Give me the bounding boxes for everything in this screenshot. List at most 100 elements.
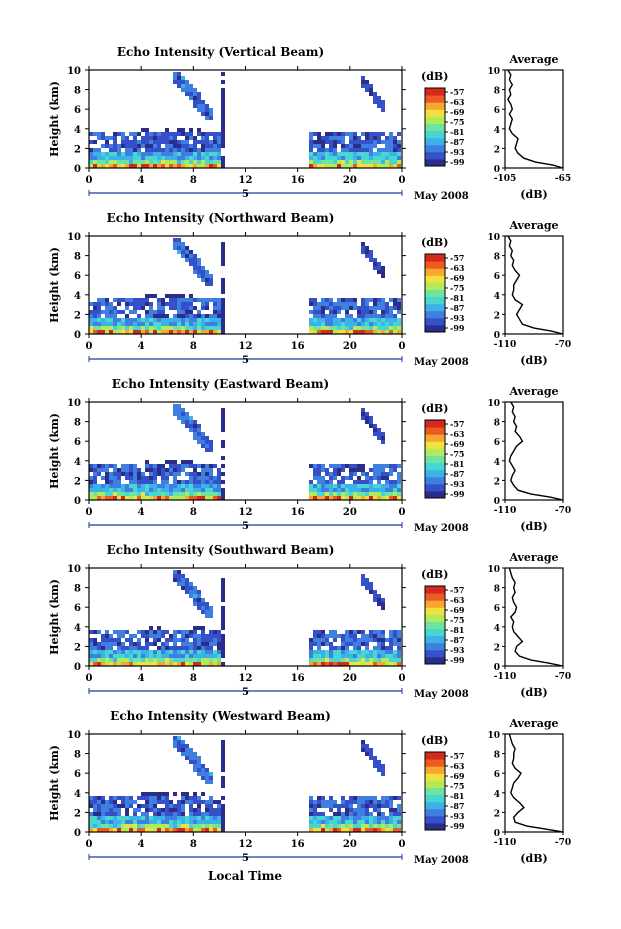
heatmap-cell	[149, 160, 153, 164]
heatmap-cell	[325, 816, 329, 820]
heatmap-cell	[345, 156, 349, 160]
y-tick-label: 0	[74, 828, 81, 839]
heatmap-cell	[137, 330, 141, 334]
heatmap-cell	[373, 96, 377, 100]
heatmap-cell	[313, 630, 317, 634]
colorbar-tick-label: -57	[450, 253, 464, 263]
heatmap-cell	[193, 496, 197, 500]
heatmap-cell	[349, 306, 353, 310]
heatmap-cell	[133, 634, 137, 638]
heatmap-cell	[117, 488, 121, 492]
heatmap-cell	[193, 306, 197, 310]
heatmap-cell	[157, 638, 161, 642]
heatmap-cell	[157, 306, 161, 310]
heatmap-cell	[393, 828, 397, 832]
profile-y-tick-label: 4	[494, 790, 500, 800]
heatmap-cell	[121, 658, 125, 662]
heatmap-cell	[317, 472, 321, 476]
heatmap-cell	[185, 250, 189, 254]
heatmap-cell	[201, 436, 205, 440]
heatmap-cell	[141, 654, 145, 658]
heatmap-cell	[341, 812, 345, 816]
heatmap-cell	[393, 314, 397, 318]
colorbar-segment	[425, 614, 445, 622]
heatmap-cell	[189, 250, 193, 254]
heatmap-cell	[161, 318, 165, 322]
heatmap-cell	[197, 654, 201, 658]
heatmap-cell	[97, 650, 101, 654]
colorbar-segment	[425, 130, 445, 139]
heatmap-cell	[97, 164, 101, 168]
heatmap-cell	[109, 658, 113, 662]
heatmap-cell	[109, 638, 113, 642]
heatmap-cell	[217, 132, 221, 136]
heatmap-cell	[213, 306, 217, 310]
colorbar-segment	[425, 593, 445, 601]
heatmap-cell	[141, 476, 145, 480]
heatmap-cell	[105, 322, 109, 326]
heatmap-cell	[197, 642, 201, 646]
heatmap-cell	[153, 468, 157, 472]
heatmap-cell	[313, 662, 317, 666]
heatmap-cell	[181, 318, 185, 322]
heatmap-cell	[209, 614, 213, 618]
heatmap-cell	[361, 812, 365, 816]
heatmap-cell	[201, 812, 205, 816]
heatmap-cell	[365, 148, 369, 152]
heatmap-cell	[353, 662, 357, 666]
heatmap-cell	[193, 258, 197, 262]
heatmap-cell	[397, 298, 401, 302]
heatmap-cell	[105, 812, 109, 816]
heatmap-cell	[169, 496, 173, 500]
heatmap-cell	[177, 472, 181, 476]
heatmap-cell	[185, 488, 189, 492]
heatmap-cell	[317, 310, 321, 314]
heatmap-cell	[341, 468, 345, 472]
heatmap-cell	[357, 638, 361, 642]
heatmap-cell	[385, 310, 389, 314]
heatmap-cell	[137, 322, 141, 326]
heatmap-cell	[369, 476, 373, 480]
heatmap-cell	[209, 112, 213, 116]
heatmap-cell	[109, 148, 113, 152]
heatmap-cell	[353, 144, 357, 148]
heatmap-cell	[89, 314, 93, 318]
heatmap-cell	[137, 298, 141, 302]
heatmap-cell	[125, 136, 129, 140]
heatmap-cell	[161, 302, 165, 306]
heatmap-cell	[197, 638, 201, 642]
heatmap-cell	[397, 302, 401, 306]
heatmap-cell	[197, 820, 201, 824]
heatmap-cell	[361, 246, 365, 250]
heatmap-cell	[153, 164, 157, 168]
heatmap-cell	[349, 302, 353, 306]
heatmap-cell	[89, 812, 93, 816]
heatmap-cell	[221, 812, 225, 816]
heatmap-cell	[389, 634, 393, 638]
heatmap-cell	[165, 136, 169, 140]
heatmap-cell	[217, 492, 221, 496]
heatmap-cell	[201, 606, 205, 610]
heatmap-cell	[389, 630, 393, 634]
heatmap-cell	[381, 654, 385, 658]
heatmap-cell	[137, 642, 141, 646]
heatmap-cell	[337, 808, 341, 812]
heatmap-cell	[193, 768, 197, 772]
heatmap-cell	[381, 160, 385, 164]
x-tick-label: 8	[190, 175, 197, 186]
heatmap-cell	[97, 496, 101, 500]
heatmap-cell	[389, 816, 393, 820]
heatmap-cell	[193, 254, 197, 258]
heatmap-cell	[333, 152, 337, 156]
heatmap-cell	[165, 804, 169, 808]
colorbar-segment	[425, 144, 445, 153]
heatmap-cell	[317, 318, 321, 322]
heatmap-cell	[97, 156, 101, 160]
heatmap-cell	[121, 630, 125, 634]
heatmap-cell	[189, 420, 193, 424]
heatmap-cell	[353, 152, 357, 156]
heatmap-cell	[113, 148, 117, 152]
heatmap-cell	[117, 654, 121, 658]
x-tick-label: 0	[399, 507, 406, 518]
heatmap-cell	[317, 488, 321, 492]
